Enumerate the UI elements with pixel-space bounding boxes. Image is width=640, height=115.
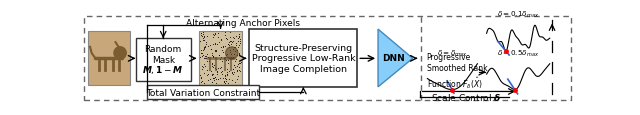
Bar [88, 32, 130, 86]
Text: Random
Mask: Random Mask [145, 45, 182, 64]
Circle shape [114, 47, 126, 60]
Bar [147, 86, 259, 99]
Text: $\delta = 0.1\delta_{max}$: $\delta = 0.1\delta_{max}$ [497, 10, 540, 20]
Text: $\delta = 0.5\delta_{max}$: $\delta = 0.5\delta_{max}$ [497, 48, 540, 58]
Text: DNN: DNN [381, 54, 404, 63]
Text: Alternating Anchor Pixels: Alternating Anchor Pixels [186, 19, 300, 27]
Text: Scale Control $\boldsymbol{\delta}$: Scale Control $\boldsymbol{\delta}$ [431, 92, 502, 102]
Circle shape [225, 47, 238, 60]
Polygon shape [378, 30, 413, 87]
Text: Structure-Preserving
Progressive Low-Rank
Image Completion: Structure-Preserving Progressive Low-Ran… [252, 44, 355, 73]
Text: $\delta = \delta_{max}$: $\delta = \delta_{max}$ [437, 48, 468, 58]
Bar [250, 30, 357, 87]
Bar [136, 39, 191, 81]
Bar [200, 32, 242, 86]
Text: $\boldsymbol{M}, \mathbf{1}-\boldsymbol{M}$: $\boldsymbol{M}, \mathbf{1}-\boldsymbol{… [142, 63, 184, 75]
Text: Total Variation Constraint: Total Variation Constraint [146, 88, 260, 97]
Text: Progressive
Smoothed Rank
Function $F_\delta(\hat{X})$: Progressive Smoothed Rank Function $F_\d… [427, 53, 487, 90]
